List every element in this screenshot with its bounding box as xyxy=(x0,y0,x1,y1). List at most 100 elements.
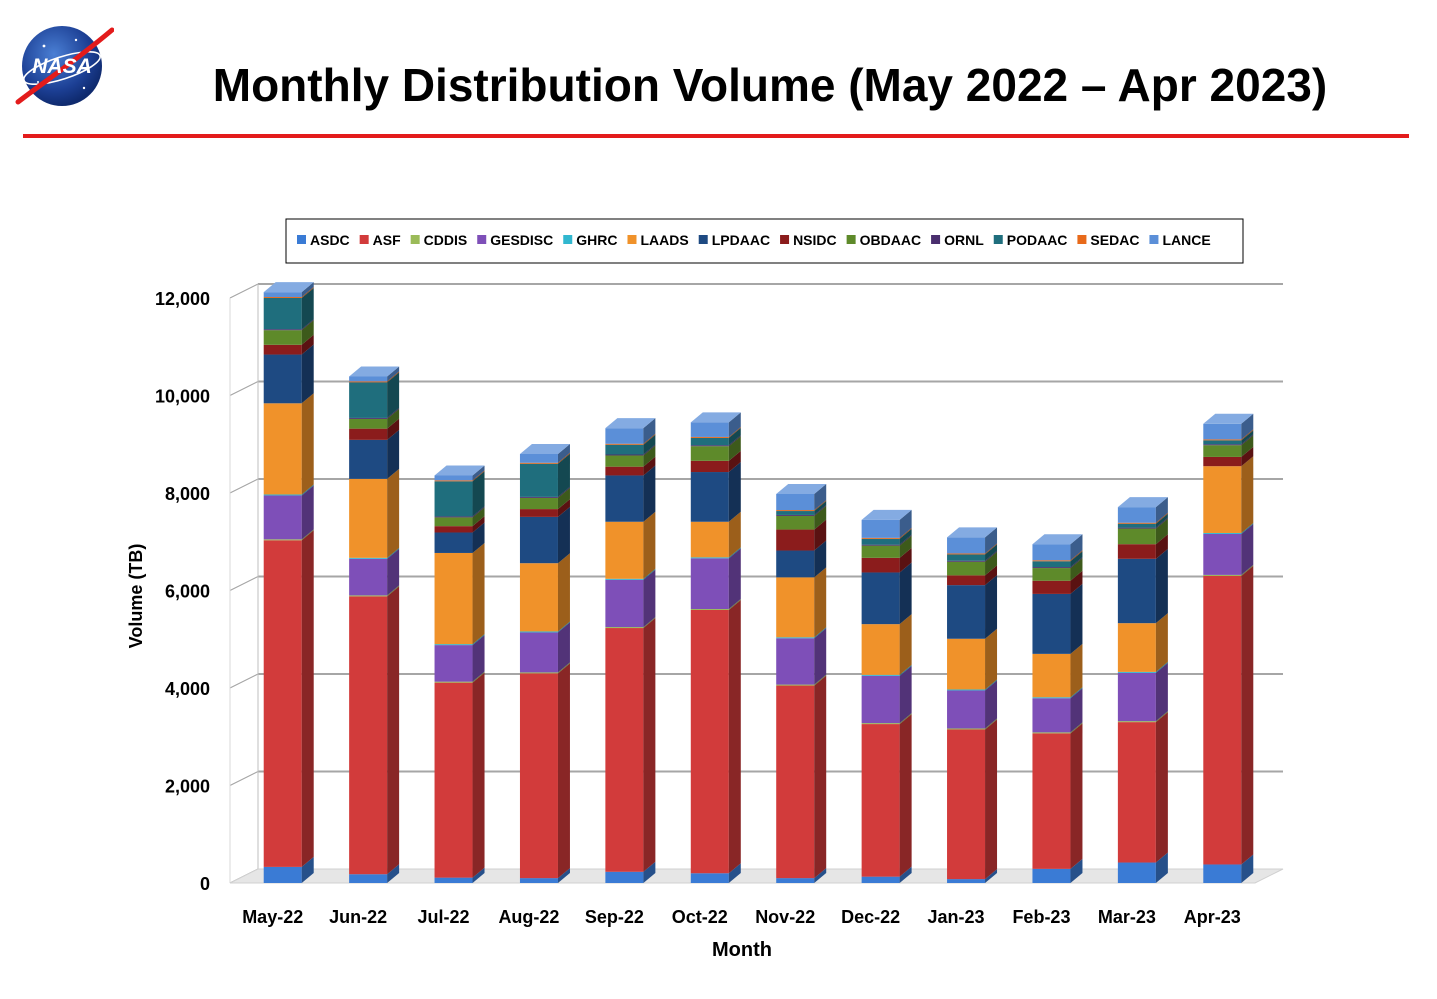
y-tick-label: 6,000 xyxy=(165,582,210,602)
bar-front xyxy=(263,298,302,330)
bar-segment-nsidc xyxy=(434,516,485,533)
bar-front xyxy=(434,481,473,517)
bar-front xyxy=(861,674,900,676)
bar-front xyxy=(519,497,558,510)
bar-front xyxy=(861,723,900,725)
bar-top xyxy=(776,483,827,494)
bar-front xyxy=(263,540,302,867)
bar-segment-asf xyxy=(690,600,741,874)
bar-segment-podaac xyxy=(519,453,570,497)
bar-side xyxy=(557,499,570,517)
bar-front xyxy=(1203,440,1242,445)
bar-side xyxy=(985,719,998,880)
legend-swatch xyxy=(297,235,306,244)
bar-front xyxy=(1032,561,1071,568)
bar-segment-ornl xyxy=(1117,517,1168,529)
bar-side xyxy=(557,486,570,498)
gridline-diagonal xyxy=(229,283,259,299)
bar-segment-laads xyxy=(263,393,314,495)
bar-front xyxy=(1203,575,1242,865)
bar-side xyxy=(1241,446,1254,467)
bar-side xyxy=(472,516,485,533)
legend-label: OBDAAC xyxy=(860,232,921,248)
bar-front xyxy=(605,475,644,522)
bar-side xyxy=(1241,429,1254,441)
bar-segment-cddis xyxy=(861,713,912,725)
bar-front xyxy=(1203,423,1242,440)
bar-front xyxy=(434,645,473,682)
bar-segment-podaac xyxy=(1203,430,1254,445)
bar-front xyxy=(1117,862,1156,883)
bar-segment-lance xyxy=(1117,497,1168,523)
bar-front xyxy=(349,382,388,418)
bar-front xyxy=(947,689,986,691)
bar-side xyxy=(728,548,741,610)
bar-side xyxy=(472,672,485,878)
gridline-diagonal xyxy=(229,575,259,592)
bar-side xyxy=(985,527,998,554)
bar-side xyxy=(814,505,827,530)
bar-side xyxy=(1241,565,1254,865)
legend-item-lpdaac: LPDAAC xyxy=(698,232,770,248)
legend-label: LANCE xyxy=(1162,232,1210,248)
bar-segment-asf xyxy=(605,618,656,872)
bar-segment-obdaac xyxy=(1203,435,1254,457)
bar-side xyxy=(814,483,827,511)
bar-front xyxy=(1032,698,1071,733)
bar-front xyxy=(776,511,815,515)
y-tick-label: 0 xyxy=(200,874,210,894)
bar-side xyxy=(899,562,912,625)
bar-front xyxy=(434,877,473,883)
bar-front xyxy=(947,879,986,883)
bar-front xyxy=(349,596,388,875)
bar-segment-lpdaac xyxy=(605,465,656,522)
bar-segment-lpdaac xyxy=(263,344,314,404)
bar-segment-obdaac xyxy=(1117,518,1168,545)
bar-segment-sedac xyxy=(1117,512,1168,524)
bar-side xyxy=(472,471,485,517)
bar-side xyxy=(985,575,998,639)
bar-segment-gesdisc xyxy=(947,680,998,729)
bar-front xyxy=(776,577,815,638)
bar-segment-lance xyxy=(605,418,656,444)
bar-segment-sedac xyxy=(776,500,827,512)
bar-segment-laads xyxy=(947,628,998,690)
bar-segment-gesdisc xyxy=(434,635,485,682)
x-tick-label: Apr-23 xyxy=(1184,907,1241,927)
bar-segment-sedac xyxy=(434,470,485,482)
bar-side xyxy=(728,427,741,446)
x-tick-label: Dec-22 xyxy=(841,907,900,927)
bar-front xyxy=(1203,532,1242,534)
bar-front xyxy=(776,638,815,685)
bar-front xyxy=(605,627,644,629)
bar-front xyxy=(434,480,473,482)
bar-side xyxy=(899,547,912,573)
bar-side xyxy=(1070,583,1083,654)
legend-label: LAADS xyxy=(640,232,688,248)
legend-label: LPDAAC xyxy=(712,232,770,248)
bar-segment-asf xyxy=(947,719,998,880)
bar-segment-asf xyxy=(1032,723,1083,869)
bar-front xyxy=(263,866,302,883)
legend-item-nsidc: NSIDC xyxy=(780,232,837,248)
bar-front xyxy=(605,428,644,444)
bar-side xyxy=(1155,497,1168,523)
bar-segment-ornl xyxy=(1203,434,1254,446)
bar-side xyxy=(301,287,314,298)
nasa-logo-text: NASA xyxy=(32,55,92,78)
bar-front xyxy=(434,532,473,553)
bar-side xyxy=(814,519,827,551)
bar-segment-asdc xyxy=(263,856,314,883)
bar-segment-obdaac xyxy=(605,445,656,467)
bar-side xyxy=(1155,517,1168,529)
bar-segment-asdc xyxy=(349,864,400,883)
bar-side xyxy=(1155,613,1168,672)
bar-front xyxy=(519,672,558,674)
bar-segment-ornl xyxy=(605,444,656,456)
bar-side xyxy=(814,501,827,515)
bar-segment-asdc xyxy=(605,861,656,883)
bar-segment-laads xyxy=(690,511,741,558)
bar-top xyxy=(690,412,741,423)
x-tick-label: Jun-22 xyxy=(329,907,387,927)
bar-segment-podaac xyxy=(690,427,741,446)
